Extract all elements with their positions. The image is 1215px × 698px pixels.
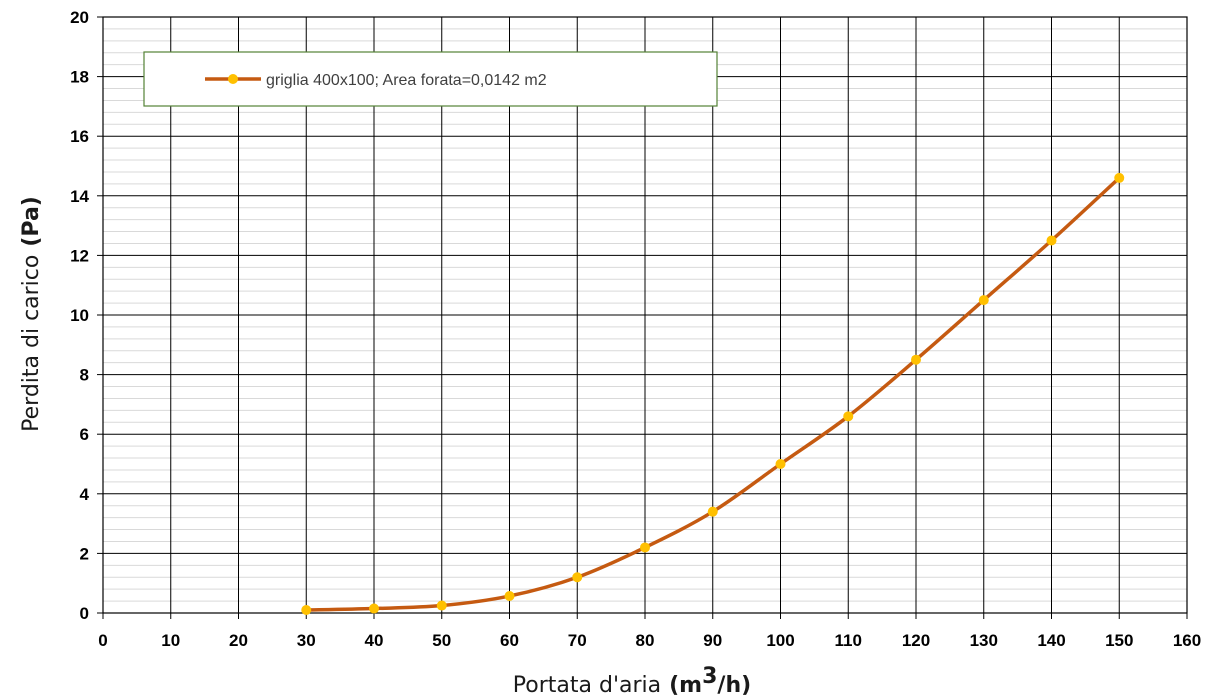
x-axis-unit-superscript: 3 xyxy=(702,664,717,689)
data-point xyxy=(301,605,312,616)
x-axis-unit-end: /h) xyxy=(717,673,751,698)
x-axis-unit-base: (m xyxy=(669,673,702,698)
x-tick-label: 90 xyxy=(703,631,722,650)
data-point xyxy=(1046,235,1057,246)
data-point xyxy=(775,459,786,469)
y-tick-label: 12 xyxy=(70,246,89,265)
data-point xyxy=(707,506,718,517)
x-tick-label: 20 xyxy=(229,631,248,650)
x-tick-label: 30 xyxy=(297,631,316,650)
x-tick-label: 150 xyxy=(1105,631,1133,650)
y-tick-label: 0 xyxy=(80,604,89,623)
x-tick-label: 160 xyxy=(1173,631,1201,650)
x-tick-label: 100 xyxy=(766,631,794,650)
y-tick-labels: 0 2 4 6 8 10 12 14 16 18 20 xyxy=(70,8,89,623)
x-tick-labels: 0 10 20 30 40 50 60 70 80 90 100 110 120 130 140 150 160 xyxy=(98,631,1201,650)
x-tick-label: 120 xyxy=(902,631,930,650)
data-point xyxy=(436,600,447,611)
y-tick-label: 8 xyxy=(80,366,89,385)
x-tick-label: 80 xyxy=(636,631,655,650)
y-axis-title: Perdita di carico (Pa) xyxy=(19,196,44,432)
x-tick-label: 140 xyxy=(1037,631,1065,650)
data-point xyxy=(843,411,854,422)
data-point xyxy=(369,603,379,614)
x-tick-label: 70 xyxy=(568,631,587,650)
legend-marker-swatch xyxy=(228,74,238,84)
series-layer xyxy=(301,172,1125,616)
legend: griglia 400x100; Area forata=0,0142 m2 xyxy=(143,51,718,107)
y-axis-unit: (Pa) xyxy=(19,196,44,247)
y-tick-label: 6 xyxy=(80,425,89,444)
data-point xyxy=(1114,172,1125,183)
y-tick-label: 2 xyxy=(80,544,89,563)
x-tick-label: 0 xyxy=(98,631,107,650)
x-axis-label: Portata d'aria xyxy=(513,673,661,698)
data-point xyxy=(504,591,515,602)
plot-area-border xyxy=(102,16,1188,614)
x-tick-label: 50 xyxy=(432,631,451,650)
x-tick-label: 130 xyxy=(970,631,998,650)
y-tick-label: 4 xyxy=(80,485,90,504)
data-point xyxy=(640,542,650,553)
x-tick-label: 10 xyxy=(161,631,180,650)
y-axis-label: Perdita di carico xyxy=(19,255,44,432)
y-tick-label: 16 xyxy=(70,127,89,146)
x-axis-title: Portata d'aria (m3/h) xyxy=(513,664,751,698)
y-tick-label: 20 xyxy=(70,8,89,27)
legend-label: griglia 400x100; Area forata=0,0142 m2 xyxy=(266,72,547,89)
x-tick-label: 40 xyxy=(365,631,384,650)
y-tick-label: 10 xyxy=(70,306,89,325)
y-tick-label: 14 xyxy=(70,187,89,206)
data-point xyxy=(911,354,921,365)
data-point xyxy=(978,295,989,306)
x-tick-label: 110 xyxy=(835,631,862,650)
x-tick-label: 60 xyxy=(500,631,519,650)
y-tick-label: 18 xyxy=(70,68,89,87)
data-point xyxy=(572,572,583,583)
